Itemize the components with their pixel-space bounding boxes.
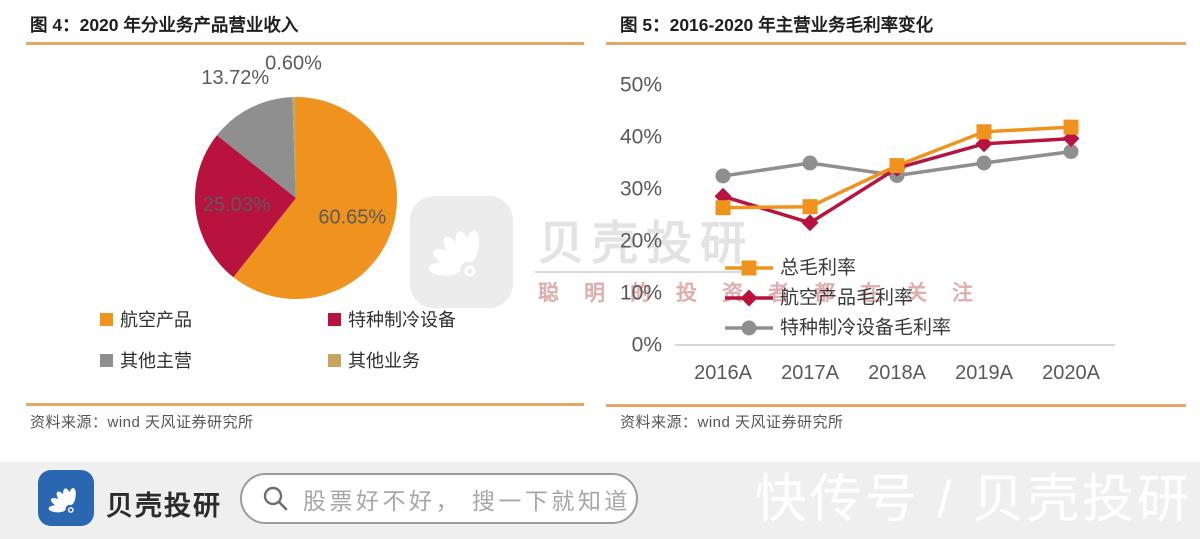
source-rule <box>26 403 584 406</box>
pie-value-label-2: 13.72% <box>201 67 269 89</box>
series-2-point-1 <box>802 155 818 171</box>
pie-legend-item-0: 航空产品 <box>100 307 328 331</box>
title-rule <box>606 42 1186 45</box>
pie-value-label-1: 25.03% <box>203 194 271 216</box>
y-tick-1: 40% <box>620 126 662 149</box>
pie-chart-panel: 图 4：2020 年分业务产品营业收入 60.65% 25.03% 13.72% 0.… <box>24 10 586 440</box>
pie-panel-title: 图 4：2020 年分业务产品营业收入 <box>30 15 299 35</box>
legend-swatch <box>100 353 113 367</box>
legend-label-0: 总毛利率 <box>780 257 856 279</box>
pie-slice-2[interactable] <box>216 97 296 198</box>
title-rule <box>26 42 584 45</box>
y-tick-4: 10% <box>620 282 662 305</box>
series-2-point-3 <box>976 155 992 171</box>
search-icon <box>263 486 288 511</box>
series-0-point-4 <box>1063 119 1079 135</box>
footer-bar: 贝壳投研 股票好不好， 搜一下就知道 快传号 / 贝壳投研 <box>0 462 1200 539</box>
pie-chart: 60.65% 25.03% 13.72%0.60% <box>195 53 398 299</box>
corner-watermark: 快传号 / 贝壳投研 <box>754 471 1192 529</box>
legend-marker-1 <box>740 289 758 307</box>
legend-label: 其他业务 <box>348 351 420 371</box>
x-tick-1: 2017A <box>781 362 839 384</box>
legend-label: 特种制冷设备 <box>348 310 456 330</box>
pie-value-label-3: 0.60% <box>265 53 322 75</box>
series-0-point-3 <box>976 124 992 140</box>
y-tick-0: 50% <box>620 74 662 97</box>
source-note: 资料来源：wind 天风证券研究所 <box>30 414 254 431</box>
pie-slice-3[interactable] <box>292 96 296 198</box>
pie-legend: 航空产品 特种制冷设备其他主营 其他业务 <box>100 307 456 372</box>
series-2-point-4 <box>1063 144 1079 160</box>
pie-legend-item-2: 其他主营 <box>100 348 328 372</box>
legend-label-1: 航空产品毛利率 <box>780 287 913 309</box>
series-0-point-2 <box>889 158 905 174</box>
series-1-point-3 <box>975 135 993 153</box>
legend-swatch <box>100 312 113 326</box>
legend-marker-0 <box>741 260 757 276</box>
legend-label-2: 特种制冷设备毛利率 <box>780 317 951 339</box>
x-tick-0: 2016A <box>694 362 752 384</box>
legend-marker-2 <box>741 320 757 336</box>
shell-icon <box>47 487 78 514</box>
pie-value-label-0: 60.65% <box>318 207 386 229</box>
x-tick-4: 2020A <box>1042 362 1100 384</box>
x-tick-2: 2018A <box>868 362 926 384</box>
y-tick-2: 30% <box>620 178 662 201</box>
x-tick-3: 2019A <box>955 362 1013 384</box>
line-panel-title: 图 5：2016-2020 年主营业务毛利率变化 <box>620 15 934 35</box>
series-0-point-0 <box>715 200 731 216</box>
pie-legend-item-3: 其他业务 <box>328 348 456 372</box>
pie-slice-1[interactable] <box>195 135 296 278</box>
series-1-point-1 <box>801 214 819 232</box>
search-placeholder: 股票好不好， 搜一下就知道 <box>303 487 631 514</box>
y-tick-3: 20% <box>620 230 662 253</box>
pie-slice-0[interactable] <box>233 97 398 299</box>
pie-legend-item-1: 特种制冷设备 <box>328 307 456 331</box>
brand-logo[interactable] <box>38 470 94 526</box>
line-chart-panel: 图 5：2016-2020 年主营业务毛利率变化 50% 40% 30% 20% 10%… <box>604 10 1188 440</box>
series-0-point-1 <box>802 199 818 215</box>
legend-swatch <box>328 312 341 326</box>
source-rule <box>606 404 1186 407</box>
series-2-point-0 <box>715 168 731 184</box>
y-tick-5: 0% <box>632 334 662 357</box>
legend-swatch <box>328 353 341 367</box>
brand-name: 贝壳投研 <box>106 491 222 521</box>
search-box[interactable]: 股票好不好， 搜一下就知道 <box>240 473 638 524</box>
legend-label: 其他主营 <box>120 351 192 371</box>
legend-label: 航空产品 <box>120 310 192 330</box>
source-note: 资料来源：wind 天风证券研究所 <box>620 414 844 431</box>
line-chart: 50% 40% 30% 20% 10% 0% 2016A 2017A 2018A 2019A 202… <box>620 74 1115 384</box>
